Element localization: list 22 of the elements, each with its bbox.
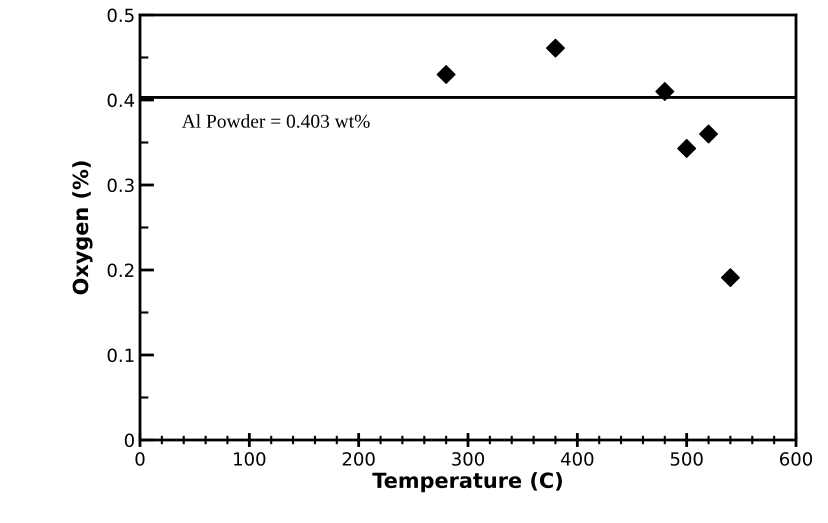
point [699,124,718,144]
x-tick-label: 600 [780,452,812,466]
y-tick-label: 0.5 [108,8,134,22]
point [677,138,696,158]
y-tick-label: 0.1 [108,348,134,362]
y-tick-label: 0.2 [108,263,134,278]
x-tick-label: 100 [234,452,266,466]
y-tick-label: 0.3 [108,178,134,192]
x-tick-label: 300 [452,452,484,466]
point [655,82,674,101]
x-tick-label: 0 [135,452,145,466]
x-tick-label: 500 [670,452,703,466]
x-tick-label: 400 [560,452,594,466]
y-tick-label: 0.4 [108,93,134,108]
x-tick-label: 200 [342,452,375,466]
point [546,38,565,58]
y-tick-label: 0 [124,433,134,448]
point [720,268,740,288]
ref-line-label: Al Powder = 0.403 wt% [182,114,370,128]
point [436,65,456,84]
x-axis-title: Temperature (C) [372,472,562,492]
y-axis-title: Oxygen (%) [72,161,93,294]
